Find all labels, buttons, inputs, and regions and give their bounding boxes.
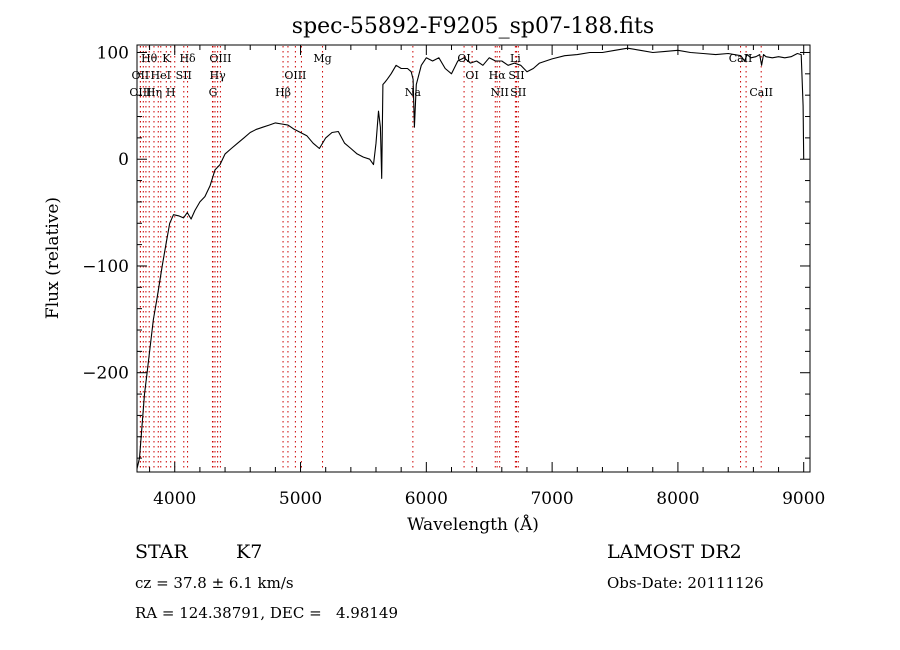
line-label-17: Hη	[146, 86, 162, 99]
x-tick-label-5000: 5000	[279, 489, 322, 509]
x-axis-ticks: 4000 5000 6000 7000 8000 9000	[149, 45, 825, 509]
y-tick-label-0: 0	[118, 150, 129, 170]
line-label-0: Hθ	[141, 52, 158, 65]
y-axis-ticks: −200 −100 0 100	[82, 43, 810, 459]
line-label-18: H	[166, 86, 176, 99]
line-label-14: Hα	[489, 69, 507, 82]
x-axis-label: Wavelength (Å)	[407, 514, 539, 535]
line-label-3: OIII	[209, 52, 231, 65]
object-class: STAR	[135, 541, 188, 563]
line-label-19: G	[209, 86, 218, 99]
x-tick-label-4000: 4000	[153, 489, 196, 509]
line-label-16: OIII	[129, 86, 151, 99]
y-tick-label-100: 100	[97, 43, 129, 63]
line-label-5: OI	[457, 52, 470, 65]
spectrum-series-0	[136, 47, 805, 469]
x-tick-label-9000: 9000	[782, 489, 825, 509]
x-tick-label-6000: 6000	[405, 489, 448, 509]
line-label-10: SII	[176, 69, 192, 82]
plot-frame	[136, 44, 811, 473]
line-label-13: OI	[465, 69, 478, 82]
redshift-text: cz = 37.8 ± 6.1 km/s	[135, 574, 294, 592]
x-tick-label-8000: 8000	[656, 489, 699, 509]
line-label-15: SII	[508, 69, 524, 82]
line-label-22: NII	[491, 86, 509, 99]
line-label-8: OII	[132, 69, 150, 82]
x-tick-label-7000: 7000	[530, 489, 573, 509]
line-label-20: Hβ	[275, 86, 291, 99]
chart-title: spec-55892-F9205_sp07-188.fits	[292, 14, 654, 39]
line-label-24: CaII	[749, 86, 773, 99]
object-subclass: K7	[236, 541, 263, 563]
line-label-1: K	[162, 52, 171, 65]
line-label-9: HeI	[151, 69, 171, 82]
y-tick-label--200: −200	[82, 364, 129, 384]
line-label-6: Li	[510, 52, 521, 65]
survey-label: LAMOST DR2	[607, 541, 742, 563]
coordinates-text: RA = 124.38791, DEC = 4.98149	[135, 604, 399, 622]
line-label-23: SII	[510, 86, 526, 99]
y-axis-label: Flux (relative)	[43, 197, 63, 319]
series-layer	[136, 47, 805, 469]
line-label-4: Mg	[313, 52, 331, 65]
obs-date-text: Obs-Date: 20111126	[607, 574, 764, 592]
line-label-2: Hδ	[179, 52, 196, 65]
line-label-11: Hγ	[210, 69, 227, 82]
line-marker-layer	[139, 46, 762, 471]
y-tick-label--100: −100	[82, 257, 129, 277]
line-label-12: OIII	[284, 69, 306, 82]
